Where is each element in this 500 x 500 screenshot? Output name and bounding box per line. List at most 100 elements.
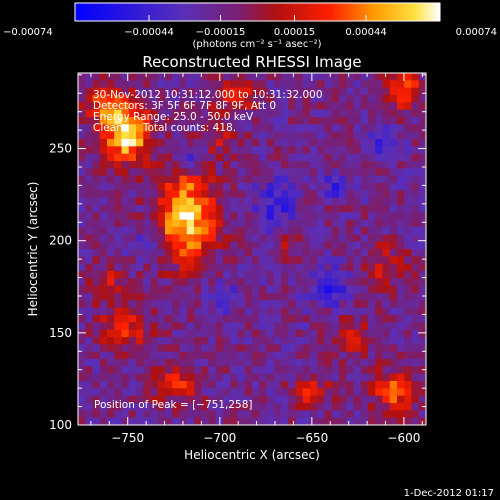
heatmap-cell — [78, 417, 86, 426]
heatmap-cell — [128, 146, 137, 155]
heatmap-cell — [317, 329, 325, 338]
heatmap-cell — [208, 161, 217, 169]
heatmap-cell — [339, 337, 347, 345]
heatmap-cell — [208, 293, 217, 301]
heatmap-cell — [273, 241, 282, 250]
heatmap-cell — [194, 102, 202, 111]
heatmap-cell — [128, 190, 137, 199]
heatmap-cell — [150, 359, 159, 367]
heatmap-cell — [259, 329, 267, 338]
heatmap-cell — [411, 315, 420, 323]
heatmap-cell — [107, 278, 115, 287]
heatmap-cell — [85, 109, 93, 118]
heatmap-cell — [310, 256, 318, 265]
heatmap-cell — [382, 102, 391, 111]
heatmap-cell — [201, 410, 209, 419]
heatmap-cell — [382, 388, 391, 397]
heatmap-cell — [397, 139, 405, 147]
heatmap-cell — [237, 168, 246, 177]
heatmap-cell — [172, 322, 180, 331]
heatmap-cell — [114, 175, 122, 184]
heatmap-cell — [281, 351, 289, 360]
heatmap-cell — [404, 322, 412, 331]
heatmap-cell — [143, 234, 151, 243]
heatmap-cell — [259, 263, 267, 272]
heatmap-cell — [215, 146, 224, 155]
heatmap-cell — [201, 351, 209, 360]
heatmap-cell — [114, 153, 122, 162]
heatmap-cell — [295, 219, 304, 228]
heatmap-cell — [128, 366, 137, 375]
heatmap-cell — [375, 381, 383, 389]
heatmap-cell — [346, 212, 354, 221]
heatmap-cell — [346, 168, 354, 177]
heatmap-cell — [92, 234, 101, 243]
heatmap-cell — [404, 395, 412, 404]
x-tick-label: −700 — [203, 431, 236, 445]
heatmap-cell — [244, 359, 253, 367]
heatmap-cell — [382, 197, 391, 206]
heatmap-cell — [324, 329, 333, 338]
heatmap-cell — [360, 315, 369, 323]
heatmap-cell — [230, 329, 238, 338]
heatmap-cell — [143, 337, 151, 345]
heatmap-cell — [375, 395, 383, 404]
heatmap-cell — [252, 227, 260, 235]
heatmap-cell — [136, 117, 144, 125]
heatmap-cell — [194, 315, 202, 323]
heatmap-cell — [150, 315, 159, 323]
heatmap-cell — [244, 278, 253, 287]
heatmap-cell — [179, 344, 188, 353]
heatmap-cell — [404, 381, 412, 389]
heatmap-cell — [273, 153, 282, 162]
heatmap-cell — [259, 168, 267, 177]
heatmap-cell — [165, 205, 173, 213]
heatmap-cell — [331, 139, 340, 147]
heatmap-cell — [143, 131, 151, 140]
heatmap-cell — [121, 153, 130, 162]
heatmap-cell — [121, 95, 130, 103]
heatmap-cell — [128, 227, 137, 235]
heatmap-cell — [281, 337, 289, 345]
heatmap-cell — [389, 80, 398, 89]
heatmap-cell — [121, 366, 130, 375]
heatmap-cell — [165, 109, 173, 118]
heatmap-cell — [244, 124, 253, 133]
heatmap-cell — [317, 205, 325, 213]
heatmap-cell — [411, 249, 420, 257]
heatmap-cell — [273, 124, 282, 133]
heatmap-cell — [418, 227, 427, 235]
heatmap-cell — [382, 417, 391, 426]
heatmap-cell — [397, 278, 405, 287]
heatmap-cell — [368, 227, 376, 235]
heatmap-cell — [317, 337, 325, 345]
heatmap-cell — [201, 183, 209, 191]
heatmap-cell — [201, 212, 209, 221]
heatmap-cell — [375, 212, 383, 221]
heatmap-cell — [375, 197, 383, 206]
heatmap-cell — [194, 293, 202, 301]
heatmap-cell — [375, 124, 383, 133]
heatmap-cell — [186, 95, 195, 103]
heatmap-cell — [237, 117, 246, 125]
heatmap-cell — [143, 344, 151, 353]
heatmap-cell — [244, 410, 253, 419]
heatmap-cell — [375, 249, 383, 257]
heatmap-cell — [150, 168, 159, 177]
heatmap-cell — [194, 117, 202, 125]
heatmap-cell — [324, 102, 333, 111]
heatmap-cell — [418, 278, 427, 287]
heatmap-cell — [375, 80, 383, 89]
heatmap-cell — [107, 395, 115, 404]
heatmap-cell — [288, 146, 296, 155]
heatmap-cell — [382, 146, 391, 155]
heatmap-cell — [121, 373, 130, 382]
heatmap-cell — [418, 307, 427, 316]
heatmap-cell — [266, 263, 275, 272]
heatmap-cell — [317, 153, 325, 162]
heatmap-cell — [150, 146, 159, 155]
heatmap-cell — [259, 256, 267, 265]
heatmap-cell — [310, 219, 318, 228]
heatmap-cell — [346, 278, 354, 287]
heatmap-cell — [317, 161, 325, 169]
